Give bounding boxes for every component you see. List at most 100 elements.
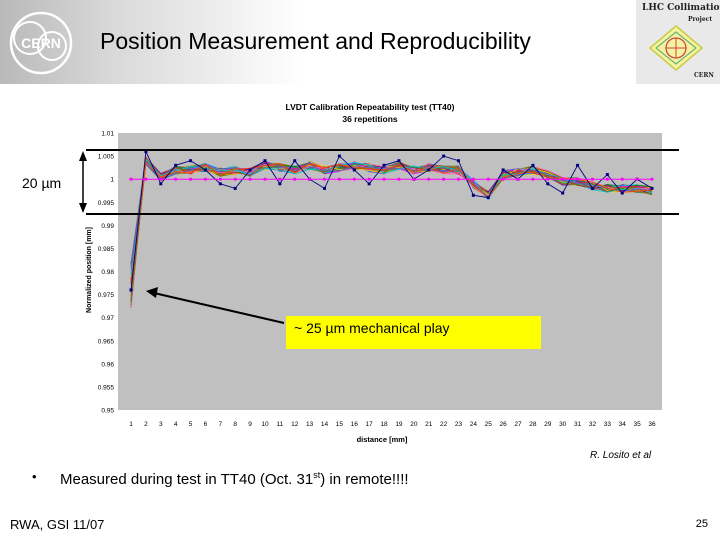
y-tick-label: 0.95	[101, 408, 114, 415]
band-arrow-head-up	[79, 151, 87, 161]
y-tick-label: 0.97	[101, 315, 114, 322]
outlier-series-point	[576, 163, 580, 167]
y-tick-label: 1	[110, 177, 114, 184]
x-tick-label: 1	[129, 421, 133, 428]
x-tick-label: 11	[276, 421, 283, 428]
series-line	[130, 156, 653, 297]
x-tick-label: 9	[248, 421, 252, 428]
reference-point	[144, 177, 148, 181]
callout-arrow-head	[146, 287, 158, 298]
page-title: Position Measurement and Reproducibility	[100, 28, 531, 54]
reference-point	[546, 177, 550, 181]
bullet-text-end: ) in remote!!!!	[320, 471, 409, 488]
reference-point	[129, 177, 133, 181]
outlier-series-point	[382, 163, 386, 167]
y-tick-label: 0.985	[98, 246, 115, 253]
calibration-chart: LVDT Calibration Repeatability test (TT4…	[79, 102, 679, 444]
reference-series	[129, 177, 654, 181]
reference-point	[561, 177, 565, 181]
x-tick-label: 36	[648, 421, 656, 428]
reference-point	[486, 177, 490, 181]
outlier-series-point	[501, 168, 505, 172]
outlier-series-point	[456, 159, 460, 163]
x-tick-label: 7	[219, 421, 223, 428]
y-tick-label: 0.965	[98, 338, 115, 345]
bullet-text-sup: st	[313, 470, 321, 480]
x-tick-label: 4	[174, 421, 178, 428]
x-tick-label: 30	[559, 421, 567, 428]
reference-point	[471, 177, 475, 181]
outlier-series-point	[352, 168, 356, 172]
reference-point	[427, 177, 431, 181]
outlier-series-line	[130, 149, 653, 291]
x-tick-label: 21	[425, 421, 433, 428]
x-tick-label: 2	[144, 421, 148, 428]
outlier-series-point	[337, 154, 341, 158]
reference-point	[620, 177, 624, 181]
x-tick-label: 15	[336, 421, 344, 428]
reference-point	[233, 177, 237, 181]
x-tick-label: 14	[321, 421, 329, 428]
outlier-series-point	[561, 191, 565, 195]
x-tick-label: 24	[470, 421, 478, 428]
reference-point	[412, 177, 416, 181]
reference-point	[293, 177, 297, 181]
x-tick-label: 33	[604, 421, 612, 428]
chart-subtitle: 36 repetitions	[342, 114, 398, 124]
x-tick-label: 10	[261, 421, 269, 428]
footer-left: RWA, GSI 11/07	[10, 517, 105, 532]
bullet-text: Measured during test in TT40 (Oct. 31st)…	[60, 470, 409, 488]
outlier-series-point	[620, 191, 624, 195]
x-tick-label: 25	[485, 421, 493, 428]
outlier-series-point	[174, 163, 178, 167]
outlier-series-point	[248, 168, 252, 172]
outlier-series-point	[278, 182, 282, 186]
y-tick-label: 0.995	[98, 200, 115, 207]
outlier-series-point	[367, 182, 371, 186]
x-tick-label: 5	[189, 421, 193, 428]
callout-arrow	[153, 292, 285, 324]
reference-point	[442, 177, 446, 181]
x-tick-label: 20	[410, 421, 418, 428]
outlier-series-point	[471, 193, 475, 197]
outlier-series-point	[590, 186, 594, 190]
x-tick-label: 31	[574, 421, 582, 428]
reference-point	[263, 177, 267, 181]
reference-point	[188, 177, 193, 181]
reference-point	[218, 177, 222, 181]
x-axis-ticks: 1 2 3 4 5 6 7 8 9 10 11 12 13 14 15 16 17 18 19 20 21 22 23 24 2…	[129, 421, 656, 428]
outlier-series-point	[427, 168, 431, 172]
reference-point	[590, 177, 595, 181]
reference-point	[352, 177, 356, 181]
reference-point	[174, 177, 178, 181]
x-tick-label: 17	[366, 421, 374, 428]
x-tick-label: 28	[529, 421, 537, 428]
bullet-dot: •	[32, 469, 37, 484]
outlier-series-point	[159, 182, 163, 186]
lhc-logo-line3: CERN	[694, 72, 714, 79]
reference-point	[456, 177, 461, 181]
reference-point	[650, 177, 654, 181]
reference-point	[516, 177, 520, 181]
lhc-collimation-logo-icon: LHC Collimation Project CERN	[636, 0, 720, 84]
x-tick-label: 19	[395, 421, 403, 428]
series-line	[130, 161, 653, 285]
outlier-series-point	[605, 173, 609, 177]
band-label: 20 µm	[22, 175, 62, 191]
x-tick-label: 18	[380, 421, 388, 428]
reference-point	[337, 177, 341, 181]
x-tick-label: 29	[544, 421, 552, 428]
y-tick-label: 0.955	[98, 384, 115, 391]
reference-point	[278, 177, 282, 181]
outlier-series-point	[397, 159, 401, 163]
reference-point	[605, 177, 609, 181]
mechanical-play-callout: ~ 25 µm mechanical play	[286, 316, 541, 349]
outlier-series-point	[203, 168, 207, 172]
y-tick-label: 1.01	[101, 131, 114, 138]
reference-point	[397, 177, 401, 181]
outlier-series-point	[233, 186, 237, 190]
page-number: 25	[695, 518, 708, 530]
reference-point	[575, 177, 580, 181]
x-tick-label: 13	[306, 421, 314, 428]
x-tick-label: 16	[351, 421, 359, 428]
